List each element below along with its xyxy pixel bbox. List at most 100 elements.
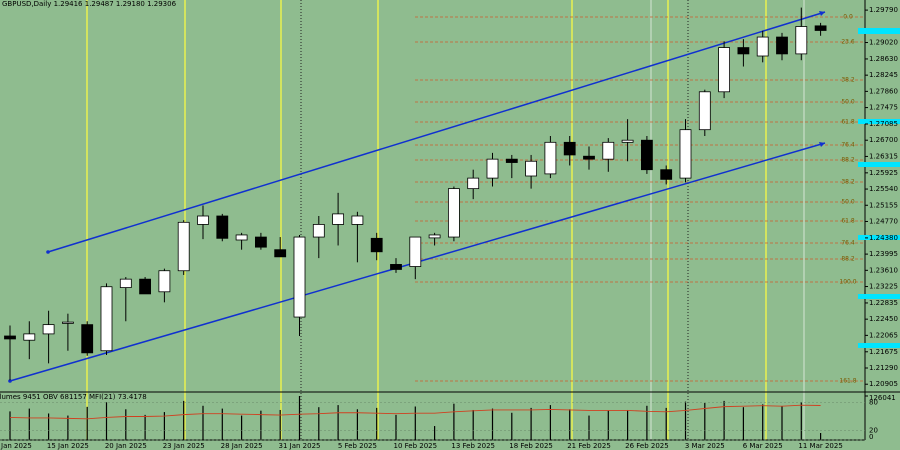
x-tick-label: 18 Feb 2025: [509, 442, 553, 450]
candle-body: [718, 47, 730, 93]
candle-body: [216, 215, 229, 239]
candle-body: [505, 158, 518, 163]
candle-body: [486, 158, 499, 179]
chart-title: GBPUSD,Daily 1.29416 1.29487 1.29180 1.2…: [2, 0, 177, 8]
candle-body: [660, 169, 673, 180]
x-tick-label: 5 Feb 2025: [338, 442, 377, 450]
level-label: 88.2: [841, 157, 855, 164]
candle-body: [563, 141, 576, 156]
y-tick-label: 1.22065: [869, 331, 898, 339]
x-tick-label: 20 Jan 2025: [105, 442, 147, 450]
x-tick-label: 11 Mar 2025: [798, 442, 842, 450]
candle-body: [583, 155, 595, 160]
candle-body: [197, 215, 209, 225]
price-marker: [858, 235, 900, 240]
y-tick-label: 1.23225: [869, 283, 898, 291]
y-tick-label: 1.21675: [869, 348, 898, 356]
candle-body: [23, 333, 36, 341]
y-tick-label: 1.24770: [869, 217, 898, 225]
candle-body: [370, 237, 383, 253]
price-marker: [858, 343, 900, 348]
level-label: 161.8: [839, 378, 856, 385]
y-tick-label: 1.27860: [869, 87, 898, 95]
x-tick-label: Jan 2025: [0, 442, 32, 450]
y-tick-label: 1.20905: [869, 380, 898, 388]
candle-body: [447, 188, 460, 238]
y-tick-label: 1.25155: [869, 201, 898, 209]
level-label: 88.2: [841, 255, 855, 262]
candle-body: [274, 249, 287, 258]
candle-body: [756, 36, 769, 57]
channel-point: [46, 250, 50, 254]
y-tick-label: 1.22450: [869, 315, 898, 323]
candle-body: [814, 25, 827, 31]
candles: [4, 7, 827, 381]
x-tick-label: 26 Feb 2025: [625, 442, 669, 450]
level-label: 76.4: [841, 142, 855, 149]
channel-arrow: [819, 142, 825, 147]
price-axis: [865, 0, 900, 450]
y-tick-label: 1.28245: [869, 71, 898, 79]
candle-body: [698, 91, 711, 131]
candle-body: [81, 324, 94, 354]
candle-body: [409, 236, 422, 267]
level-label: 76.4: [841, 239, 855, 246]
candle-body: [525, 160, 537, 177]
candle-body: [332, 213, 345, 225]
x-tick-label: 13 Feb 2025: [451, 442, 495, 450]
level-label: 100.0: [839, 278, 856, 285]
indicator-pane: [9, 396, 822, 440]
y-tick-label: 1.22835: [869, 299, 898, 307]
axes: 1.29790 1.29020 1.28630 1.28245 1.27860 1.274…: [0, 6, 898, 450]
candle-body: [139, 278, 152, 295]
y-tick-label: 1.28630: [869, 55, 898, 63]
price-marker: [858, 162, 900, 167]
x-tick-label: 10 Feb 2025: [394, 442, 438, 450]
x-tick-label: 28 Jan 2025: [221, 442, 263, 450]
candle-body: [351, 215, 364, 225]
levels: 0.0 23.6 38.2 50.0 61.8 76.4 88.2 38.2 50.0 61.8 7…: [415, 14, 865, 385]
candle-body: [641, 139, 653, 171]
level-label: 38.2: [841, 178, 855, 185]
mfi-tick-label: 80: [869, 398, 878, 406]
price-marker: [858, 119, 900, 124]
candle-body: [62, 321, 74, 324]
candle-body: [544, 141, 557, 175]
x-tick-label: 3 Mar 2025: [685, 442, 725, 450]
y-tick-label: 1.26315: [869, 152, 898, 160]
x-tick-label: 6 Mar 2025: [743, 442, 783, 450]
candle-body: [679, 129, 692, 179]
candle-body: [621, 139, 634, 143]
candle-body: [467, 177, 480, 190]
candle-body: [428, 234, 441, 239]
mfi-tick-label: 0: [869, 433, 873, 441]
x-tick-label: 31 Jan 2025: [279, 442, 321, 450]
candle-body: [737, 47, 750, 55]
channel-point: [8, 379, 12, 383]
vertical-markers: [86, 0, 805, 440]
y-tick-label: 1.27085: [869, 120, 898, 128]
x-tick-label: 21 Feb 2025: [567, 442, 611, 450]
candle-body: [177, 221, 190, 272]
candle-body: [390, 264, 402, 270]
candle-body: [776, 36, 788, 55]
y-tick-label: 1.27475: [869, 104, 898, 112]
y-tick-label: 1.29790: [869, 6, 898, 14]
level-label: 61.8: [841, 218, 855, 225]
mfi-tick-label: 20: [869, 427, 878, 435]
y-tick-label: 1.21290: [869, 364, 898, 372]
price-markers: [858, 28, 900, 348]
level-label: 38.2: [841, 77, 855, 84]
y-tick-label: 1.29020: [869, 39, 898, 47]
candle-body: [795, 26, 808, 55]
candle-body: [254, 236, 267, 248]
candle-body: [4, 335, 16, 340]
level-label: 50.0: [841, 198, 855, 205]
candle-body: [42, 324, 55, 335]
mfi-line: [9, 404, 821, 420]
candle-body: [235, 234, 248, 241]
indicator-title: Volumes 9451 OBV 681157 MFI(21) 73.4178: [0, 393, 147, 401]
candle-body: [602, 141, 615, 160]
